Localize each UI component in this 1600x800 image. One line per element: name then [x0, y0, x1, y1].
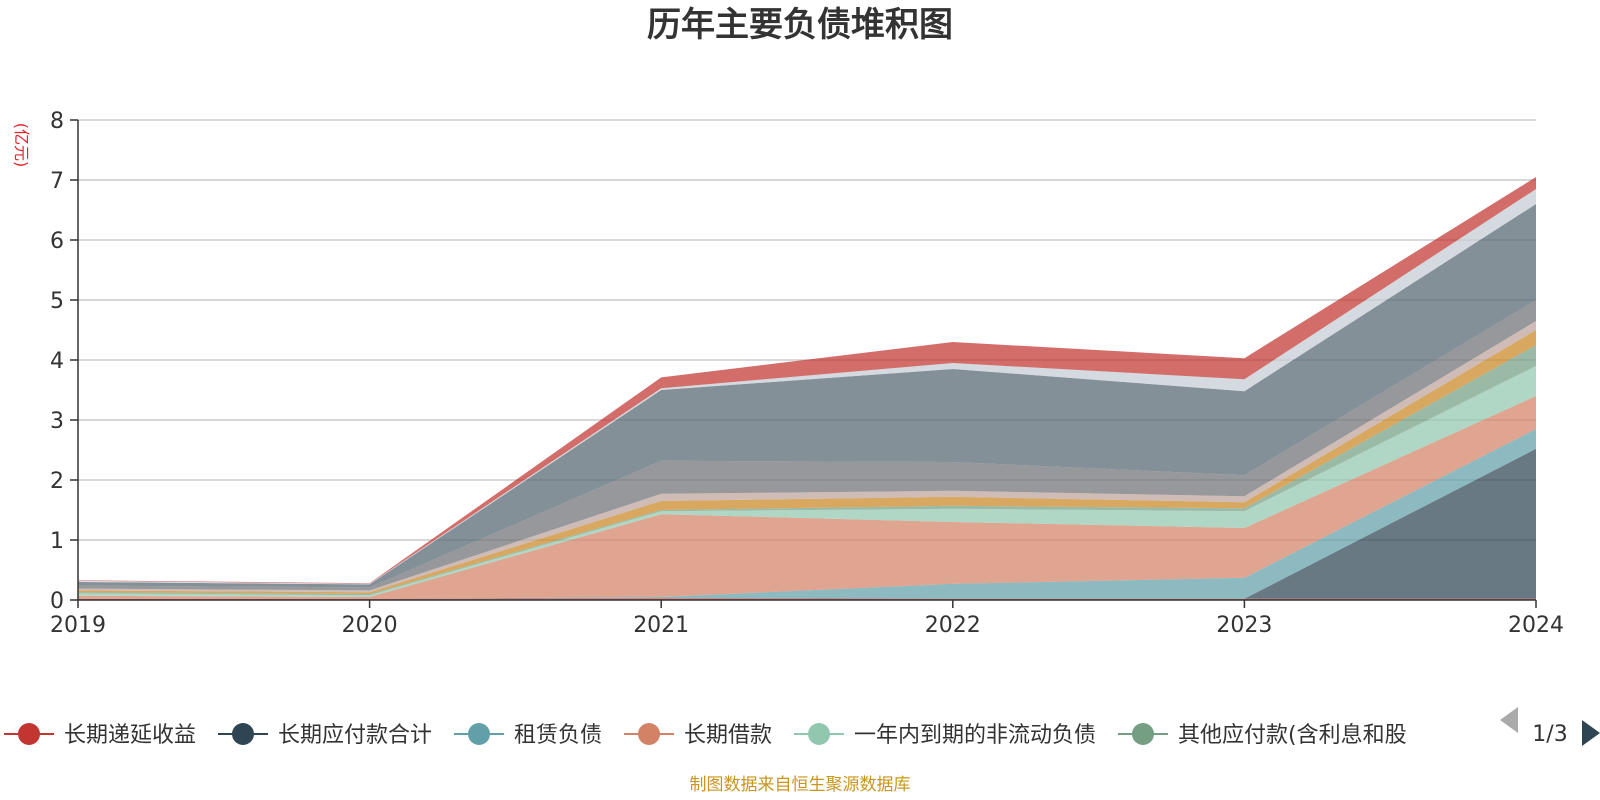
y-tick-label: 4	[50, 349, 64, 374]
y-tick-label: 8	[50, 109, 64, 134]
legend-marker-icon	[808, 723, 830, 745]
axes	[70, 119, 1537, 608]
area-series-3	[78, 396, 1536, 599]
y-tick-label: 7	[50, 169, 64, 194]
legend-item[interactable]: 长期递延收益	[4, 723, 196, 748]
y-tick-label: 5	[50, 289, 64, 314]
legend-pager: 1/3	[1500, 707, 1600, 747]
legend-label: 长期递延收益	[64, 723, 196, 748]
legend-prev-page-icon[interactable]	[1500, 707, 1518, 733]
tick-labels: 0 1 2 3 4 5 6 7 8 2019 2020 2021 2022 2023 2024	[50, 109, 1564, 638]
legend-marker-icon	[638, 723, 660, 745]
legend-label: 长期应付款合计	[278, 723, 432, 748]
legend: 长期递延收益 长期应付款合计 租赁负债 长期借款 一年内到期的非流动负债 其他应付款(含利…	[4, 723, 1407, 748]
legend-item[interactable]: 长期借款	[624, 723, 772, 748]
area-series-1	[78, 448, 1536, 599]
chart-title: 历年主要负债堆积图	[647, 5, 953, 45]
legend-marker-icon	[468, 723, 490, 745]
legend-marker-icon	[232, 723, 254, 745]
legend-marker-icon	[1132, 723, 1154, 745]
area-series-9	[78, 204, 1536, 588]
x-tick-label: 2023	[1216, 613, 1272, 638]
y-tick-label: 0	[50, 589, 64, 614]
area-series-10	[78, 189, 1536, 585]
y-tick-label: 2	[50, 469, 64, 494]
y-tick-label: 1	[50, 529, 64, 554]
legend-label: 其他应付款(含利息和股	[1178, 723, 1407, 748]
x-tick-label: 2020	[342, 613, 398, 638]
x-tick-label: 2021	[633, 613, 689, 638]
legend-item[interactable]: 其他应付款(含利息和股	[1118, 723, 1407, 748]
legend-next-page-icon[interactable]	[1582, 720, 1600, 746]
legend-item[interactable]: 长期应付款合计	[218, 723, 432, 748]
y-tick-label: 6	[50, 229, 64, 254]
data-source-footer: 制图数据来自恒生聚源数据库	[690, 775, 911, 795]
y-axis-unit-label: (亿元)	[12, 123, 31, 168]
legend-page-indicator: 1/3	[1532, 722, 1567, 747]
x-tick-label: 2022	[925, 613, 981, 638]
legend-item[interactable]: 租赁负债	[454, 723, 602, 748]
y-tick-label: 3	[50, 409, 64, 434]
x-tick-label: 2019	[50, 613, 106, 638]
legend-item[interactable]: 一年内到期的非流动负债	[794, 723, 1096, 748]
legend-label: 一年内到期的非流动负债	[854, 723, 1096, 748]
legend-marker-icon	[18, 723, 40, 745]
legend-label: 租赁负债	[514, 723, 602, 748]
legend-label: 长期借款	[684, 723, 772, 748]
x-tick-label: 2024	[1508, 613, 1564, 638]
